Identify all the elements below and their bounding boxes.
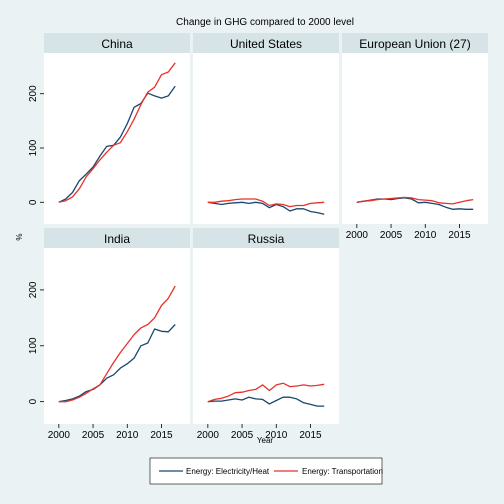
y-tick-label: 0: [28, 199, 39, 205]
x-tick-label: 2010: [265, 430, 288, 441]
series-line-energy-transportation: [207, 198, 325, 208]
plot-area: [44, 248, 190, 424]
panels: China 0 100 200 United States European Union …: [28, 33, 488, 441]
legend-label-transportation: Energy: Transportation: [302, 467, 383, 476]
panel-russia: Russia 2000 2005 2010 2015: [193, 228, 339, 441]
x-tick-label: 2005: [82, 430, 105, 441]
series-line-energy-transportation: [58, 62, 176, 203]
x-tick-label: 2000: [197, 430, 220, 441]
panel-title: India: [104, 232, 130, 246]
panel-title: China: [101, 37, 133, 51]
legend-box: [149, 457, 383, 485]
legend-label-electricity: Energy: Electricity/Heat: [186, 467, 270, 476]
plot-area: [44, 53, 190, 224]
x-tick-label: 2015: [448, 230, 471, 241]
y-tick-label: 200: [28, 85, 39, 102]
y-axis-title: %: [15, 233, 24, 240]
x-tick-label: 2000: [48, 430, 71, 441]
chart-title: Change in GHG compared to 2000 level: [176, 17, 354, 28]
x-tick-label: 2015: [299, 430, 322, 441]
panel-header: [193, 228, 339, 248]
plot-area: [342, 53, 488, 224]
panel-title: Russia: [248, 232, 285, 246]
panel-header: [193, 33, 339, 53]
x-tick-label: 2010: [116, 430, 139, 441]
x-tick-label: 2010: [414, 230, 437, 241]
x-axis-title: Year: [257, 436, 274, 445]
series-line-energy-transportation: [58, 285, 176, 403]
panel-title: United States: [230, 37, 302, 51]
panel-title: European Union (27): [359, 37, 470, 51]
series-line-energy-electricity-heat: [58, 324, 176, 403]
panel-header: [44, 33, 190, 53]
panel-european-union-27: European Union (27) 2000 2005 2010 2015: [342, 33, 488, 241]
series-line-energy-transportation: [356, 196, 474, 205]
series-line-energy-electricity-heat: [207, 201, 325, 215]
panel-header: [44, 228, 190, 248]
series-line-energy-electricity-heat: [58, 85, 176, 203]
panel-united-states: United States: [193, 33, 339, 224]
x-tick-label: 2000: [346, 230, 369, 241]
x-tick-label: 2015: [150, 430, 173, 441]
plot-area: [193, 248, 339, 424]
series-line-energy-electricity-heat: [207, 396, 325, 407]
plot-area: [193, 53, 339, 224]
y-tick-label: 100: [28, 337, 39, 354]
legend: Energy: Electricity/Heat Energy: Transpo…: [149, 457, 383, 485]
y-tick-label: 100: [28, 139, 39, 156]
panel-india: India 0 100 200 2000 2005 2010 2015: [28, 228, 190, 441]
x-tick-label: 2005: [380, 230, 403, 241]
series-line-energy-transportation: [207, 382, 325, 403]
panel-china: China 0 100 200: [28, 33, 190, 224]
y-tick-label: 0: [28, 398, 39, 404]
x-tick-label: 2005: [231, 430, 254, 441]
y-tick-label: 200: [28, 281, 39, 298]
panel-header: [342, 33, 488, 53]
